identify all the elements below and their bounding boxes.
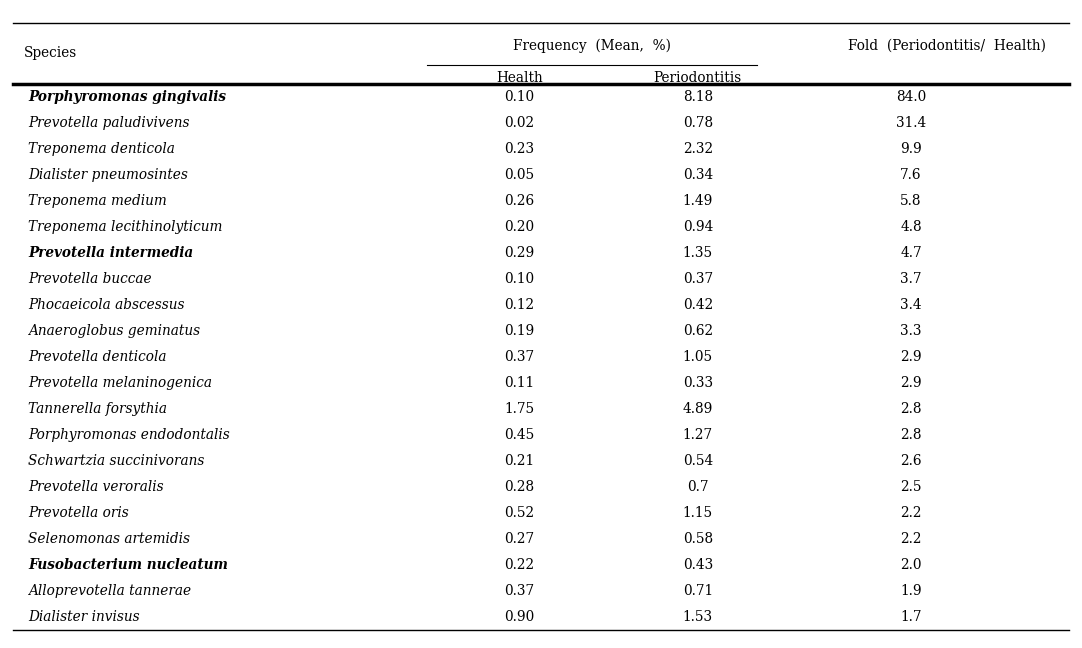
Text: Prevotella denticola: Prevotella denticola <box>28 350 167 364</box>
Text: 0.33: 0.33 <box>683 376 713 390</box>
Text: 0.42: 0.42 <box>683 298 713 312</box>
Text: Health: Health <box>496 71 543 86</box>
Text: 0.02: 0.02 <box>504 116 535 130</box>
Text: 0.37: 0.37 <box>504 584 535 598</box>
Text: Prevotella veroralis: Prevotella veroralis <box>28 480 163 494</box>
Text: Fusobacterium nucleatum: Fusobacterium nucleatum <box>28 558 228 572</box>
Text: Phocaeicola abscessus: Phocaeicola abscessus <box>28 298 185 312</box>
Text: 0.37: 0.37 <box>683 272 713 286</box>
Text: 0.22: 0.22 <box>504 558 535 572</box>
Text: 0.26: 0.26 <box>504 194 535 208</box>
Text: Schwartzia succinivorans: Schwartzia succinivorans <box>28 454 204 468</box>
Text: 1.53: 1.53 <box>683 610 713 624</box>
Text: 0.94: 0.94 <box>683 220 713 234</box>
Text: 31.4: 31.4 <box>896 116 926 130</box>
Text: 0.05: 0.05 <box>504 168 535 182</box>
Text: Prevotella buccae: Prevotella buccae <box>28 272 151 286</box>
Text: 5.8: 5.8 <box>900 194 922 208</box>
Text: 9.9: 9.9 <box>900 142 922 156</box>
Text: 1.9: 1.9 <box>900 584 922 598</box>
Text: 0.12: 0.12 <box>504 298 535 312</box>
Text: 4.7: 4.7 <box>900 246 922 260</box>
Text: Treponema lecithinolyticum: Treponema lecithinolyticum <box>28 220 223 234</box>
Text: Prevotella intermedia: Prevotella intermedia <box>28 246 194 260</box>
Text: Dialister pneumosintes: Dialister pneumosintes <box>28 168 188 182</box>
Text: 0.20: 0.20 <box>504 220 535 234</box>
Text: 0.23: 0.23 <box>504 142 535 156</box>
Text: 1.05: 1.05 <box>683 350 713 364</box>
Text: 0.78: 0.78 <box>683 116 713 130</box>
Text: 2.9: 2.9 <box>900 376 922 390</box>
Text: 0.45: 0.45 <box>504 428 535 442</box>
Text: Porphyromonas endodontalis: Porphyromonas endodontalis <box>28 428 229 442</box>
Text: 0.27: 0.27 <box>504 532 535 546</box>
Text: 0.10: 0.10 <box>504 90 535 104</box>
Text: 2.9: 2.9 <box>900 350 922 364</box>
Text: Treponema medium: Treponema medium <box>28 194 167 208</box>
Text: Porphyromonas gingivalis: Porphyromonas gingivalis <box>28 90 226 104</box>
Text: 0.43: 0.43 <box>683 558 713 572</box>
Text: 0.7: 0.7 <box>687 480 709 494</box>
Text: Tannerella forsythia: Tannerella forsythia <box>28 402 167 416</box>
Text: 2.8: 2.8 <box>900 428 922 442</box>
Text: Selenomonas artemidis: Selenomonas artemidis <box>28 532 190 546</box>
Text: 0.58: 0.58 <box>683 532 713 546</box>
Text: 1.15: 1.15 <box>683 506 713 520</box>
Text: 0.29: 0.29 <box>504 246 535 260</box>
Text: 3.3: 3.3 <box>900 324 922 338</box>
Text: 4.89: 4.89 <box>683 402 713 416</box>
Text: 0.54: 0.54 <box>683 454 713 468</box>
Text: Alloprevotella tannerae: Alloprevotella tannerae <box>28 584 192 598</box>
Text: 0.10: 0.10 <box>504 272 535 286</box>
Text: 2.6: 2.6 <box>900 454 922 468</box>
Text: 1.49: 1.49 <box>683 194 713 208</box>
Text: 1.35: 1.35 <box>683 246 713 260</box>
Text: 8.18: 8.18 <box>683 90 713 104</box>
Text: 1.75: 1.75 <box>504 402 535 416</box>
Text: Prevotella melaninogenica: Prevotella melaninogenica <box>28 376 212 390</box>
Text: 1.27: 1.27 <box>683 428 713 442</box>
Text: 0.21: 0.21 <box>504 454 535 468</box>
Text: 2.32: 2.32 <box>683 142 713 156</box>
Text: Dialister invisus: Dialister invisus <box>28 610 140 624</box>
Text: 0.37: 0.37 <box>504 350 535 364</box>
Text: Prevotella paludivivens: Prevotella paludivivens <box>28 116 189 130</box>
Text: Species: Species <box>24 47 77 60</box>
Text: 3.7: 3.7 <box>900 272 922 286</box>
Text: Prevotella oris: Prevotella oris <box>28 506 129 520</box>
Text: Frequency  (Mean,  %): Frequency (Mean, %) <box>513 38 672 52</box>
Text: 0.52: 0.52 <box>504 506 535 520</box>
Text: 4.8: 4.8 <box>900 220 922 234</box>
Text: 0.19: 0.19 <box>504 324 535 338</box>
Text: 0.28: 0.28 <box>504 480 535 494</box>
Text: 0.62: 0.62 <box>683 324 713 338</box>
Text: 0.34: 0.34 <box>683 168 713 182</box>
Text: 1.7: 1.7 <box>900 610 922 624</box>
Text: Anaeroglobus geminatus: Anaeroglobus geminatus <box>28 324 200 338</box>
Text: 0.11: 0.11 <box>504 376 535 390</box>
Text: 2.2: 2.2 <box>900 532 922 546</box>
Text: Periodontitis: Periodontitis <box>654 71 742 86</box>
Text: 0.90: 0.90 <box>504 610 535 624</box>
Text: Fold  (Periodontitis/  Health): Fold (Periodontitis/ Health) <box>848 38 1045 52</box>
Text: 0.71: 0.71 <box>683 584 713 598</box>
Text: 3.4: 3.4 <box>900 298 922 312</box>
Text: 2.8: 2.8 <box>900 402 922 416</box>
Text: 84.0: 84.0 <box>896 90 926 104</box>
Text: 2.5: 2.5 <box>900 480 922 494</box>
Text: 2.0: 2.0 <box>900 558 922 572</box>
Text: Treponema denticola: Treponema denticola <box>28 142 175 156</box>
Text: 2.2: 2.2 <box>900 506 922 520</box>
Text: 7.6: 7.6 <box>900 168 922 182</box>
